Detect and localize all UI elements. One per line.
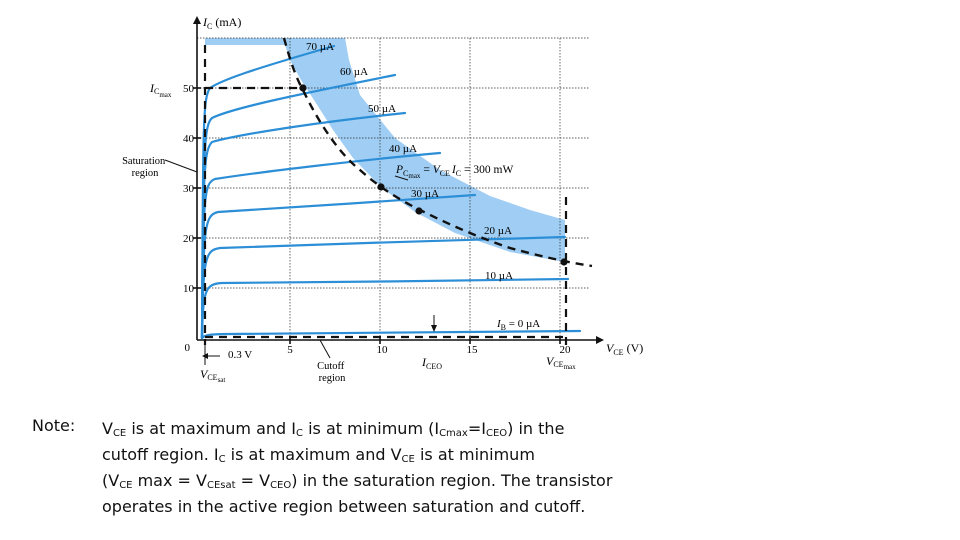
power-limit-shaded-region bbox=[205, 38, 565, 262]
cutoff-region-label: Cutoff region bbox=[317, 361, 347, 384]
transistor-characteristics-figure: IC (mA) VCE (V) 0 10 20 30 40 50 5 10 15… bbox=[122, 15, 643, 384]
y-tick-10: 10 bbox=[183, 283, 195, 295]
curve-label-10ua: 10 µA bbox=[485, 270, 513, 282]
note-text: VCE is at maximum and IC is at minimum (… bbox=[102, 416, 742, 520]
icmax-label: ICmax bbox=[149, 81, 172, 99]
leader-lines bbox=[164, 159, 437, 365]
x-tick-10: 10 bbox=[377, 344, 389, 356]
axes bbox=[193, 16, 604, 344]
pcmax-equation-label: PCmax = VCE IC = 300 mW bbox=[395, 164, 513, 180]
curve-label-50ua: 50 µA bbox=[368, 103, 396, 115]
pcmax-hyperbola bbox=[282, 37, 593, 268]
x-tick-5: 5 bbox=[287, 344, 293, 356]
y-tick-30: 30 bbox=[183, 183, 195, 195]
x-tick-labels: 5 10 15 20 bbox=[287, 344, 571, 356]
curve-label-60ua: 60 µA bbox=[340, 66, 368, 78]
y-tick-labels: 0 10 20 30 40 50 bbox=[183, 83, 195, 354]
x-tick-15: 15 bbox=[467, 344, 479, 356]
curve-label-20ua: 20 µA bbox=[484, 225, 512, 237]
y-tick-0: 0 bbox=[185, 342, 191, 354]
y-axis-label: IC (mA) bbox=[202, 15, 241, 31]
note-line-4: operates in the active region between sa… bbox=[102, 497, 586, 516]
curve-40ua bbox=[200, 151, 442, 340]
vcemax-label: VCEmax bbox=[546, 354, 576, 371]
x-tick-20: 20 bbox=[560, 344, 572, 356]
curve-label-40ua: 40 µA bbox=[389, 143, 417, 155]
curve-label-70ua: 70 µA bbox=[306, 41, 334, 53]
x-axis-label: VCE (V) bbox=[606, 341, 643, 357]
vce-sat-label: VCEsat bbox=[200, 367, 225, 384]
note-line-3: (VCE max = VCEsat = VCEO) in the saturat… bbox=[102, 471, 613, 491]
limit-points bbox=[299, 84, 568, 266]
y-tick-20: 20 bbox=[183, 233, 195, 245]
curve-label-30ua: 30 µA bbox=[411, 188, 439, 200]
note-label: Note: bbox=[32, 416, 76, 435]
curve-30ua bbox=[200, 193, 477, 340]
y-tick-50: 50 bbox=[183, 83, 195, 95]
curve-labels: 70 µA 60 µA 50 µA 40 µA 30 µA 20 µA 10 µ… bbox=[306, 41, 540, 332]
y-tick-40: 40 bbox=[183, 133, 195, 145]
curve-10ua bbox=[200, 277, 570, 340]
iceo-label: ICEO bbox=[421, 355, 442, 371]
saturation-region-label: Saturation region bbox=[122, 156, 168, 179]
note-line-1: VCE is at maximum and IC is at minimum (… bbox=[102, 419, 565, 439]
note-line-2: cutoff region. IC is at maximum and VCE … bbox=[102, 445, 535, 465]
vce-sat-offset-label: 0.3 V bbox=[228, 349, 252, 361]
curve-0ua bbox=[200, 329, 582, 340]
curve-label-0ua: IB = 0 µA bbox=[496, 318, 540, 332]
